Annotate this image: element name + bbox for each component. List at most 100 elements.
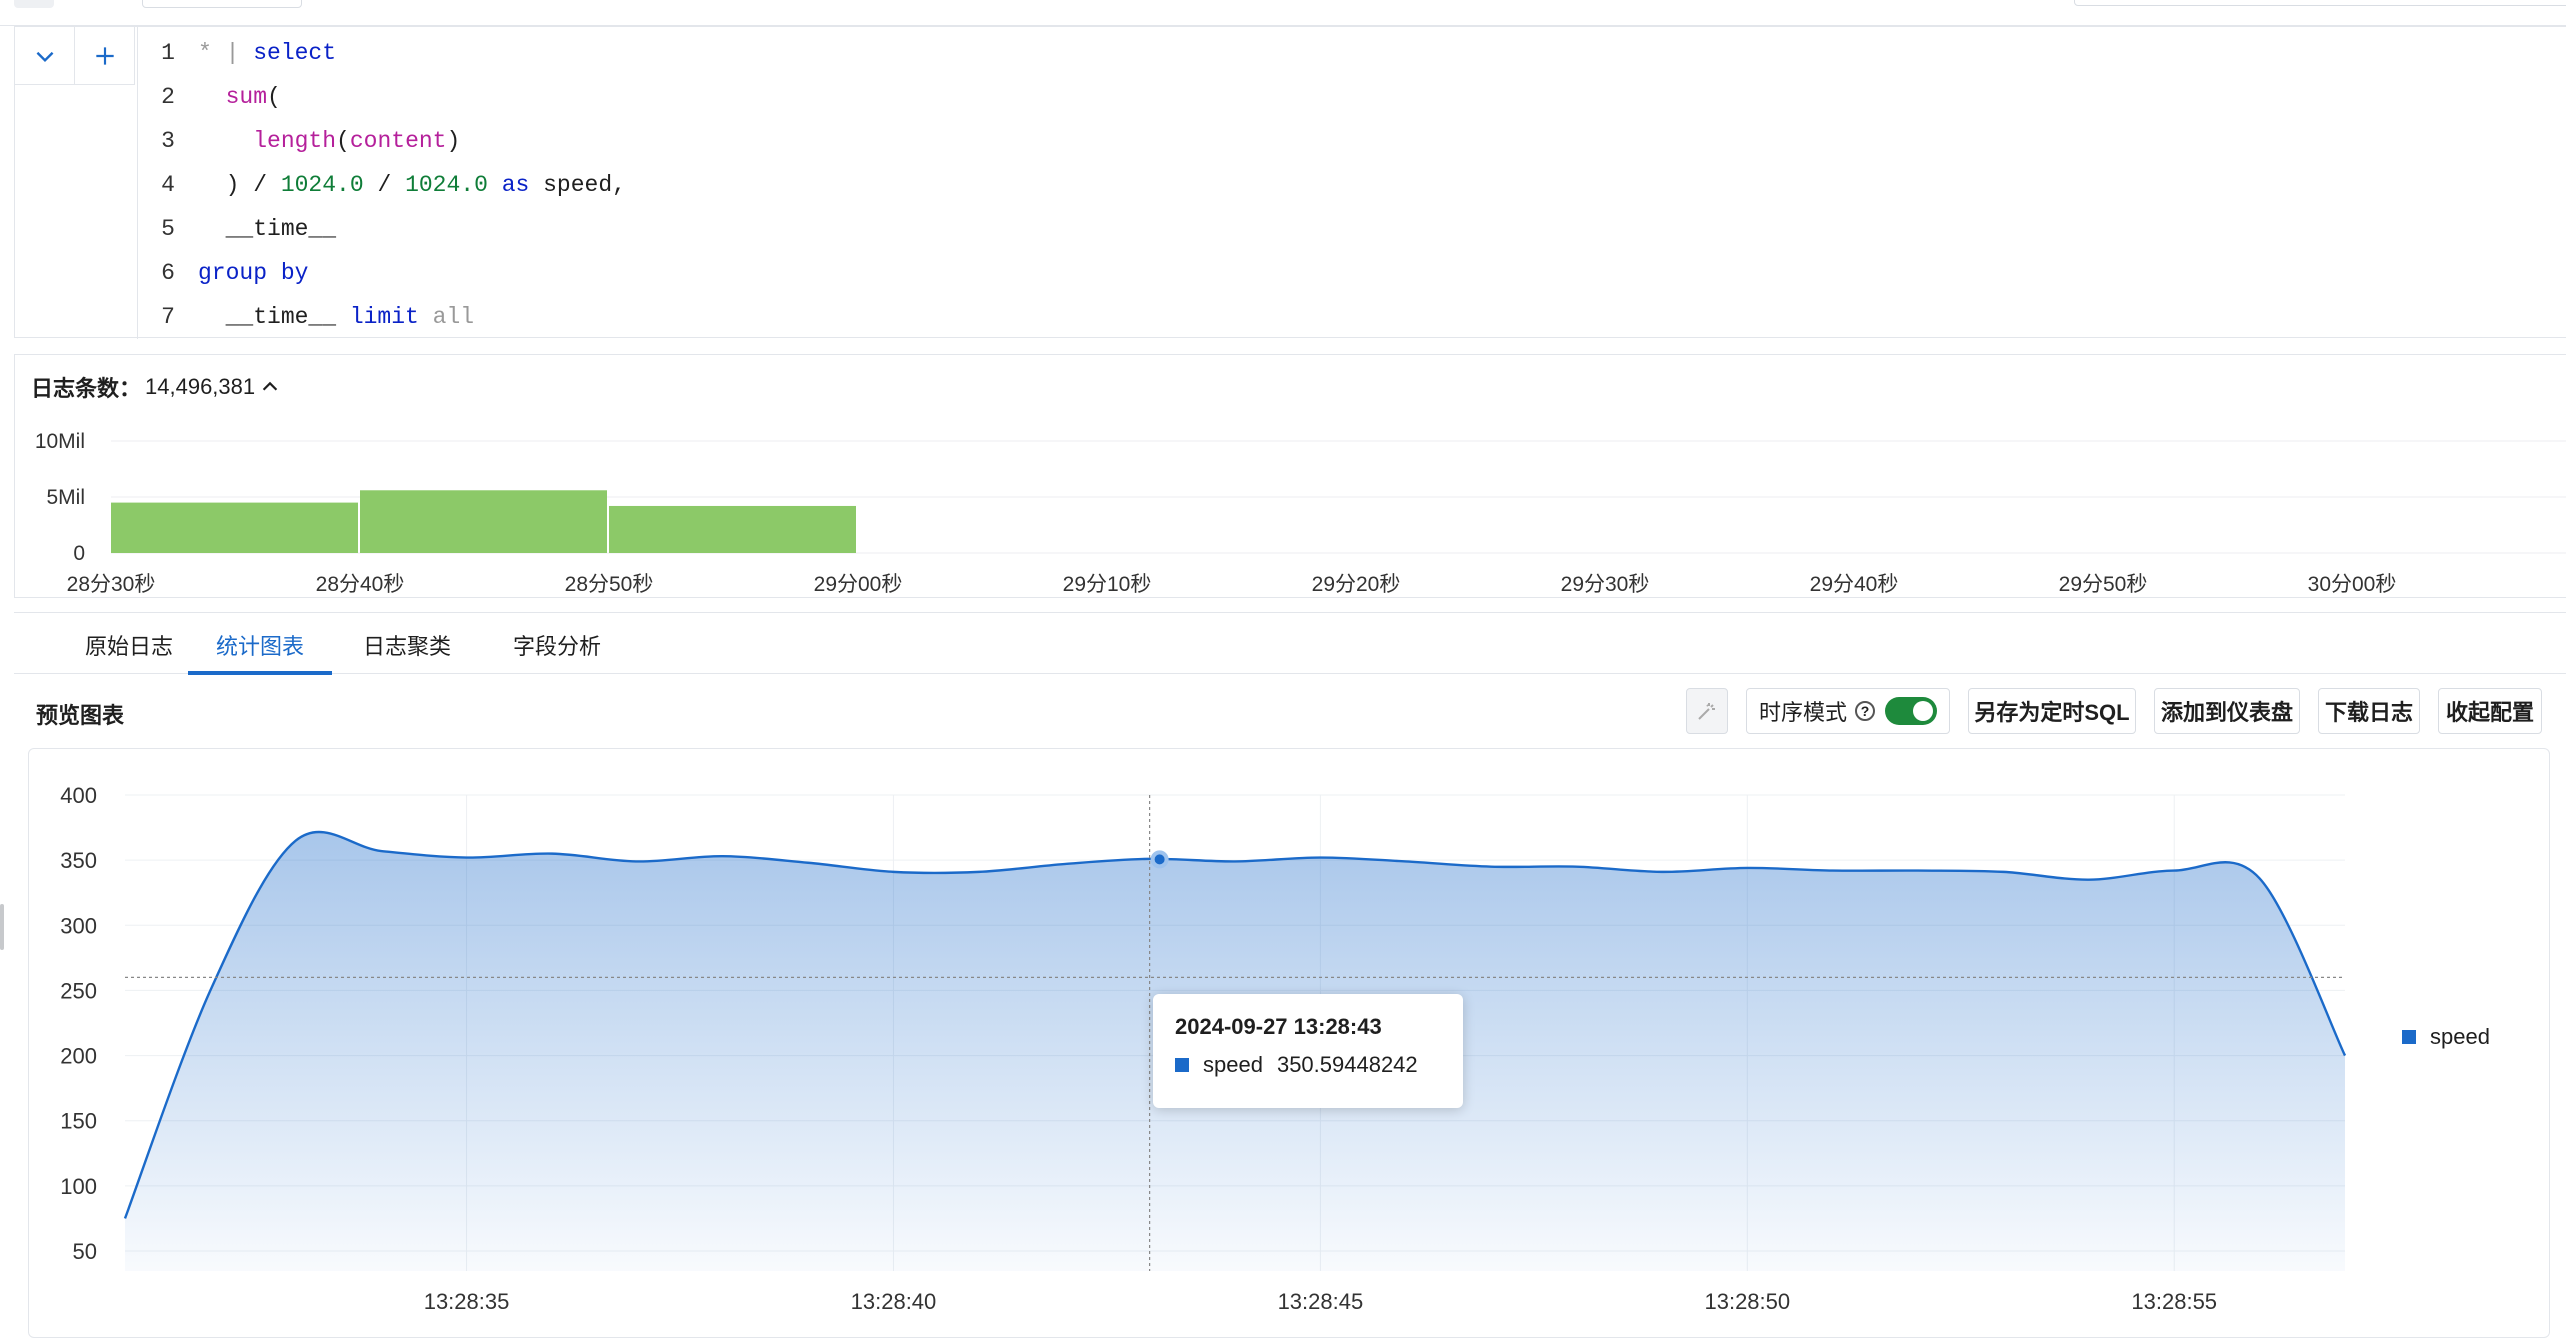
hover-point <box>1150 850 1169 869</box>
code-token: limit <box>349 304 419 330</box>
code-token: / <box>363 172 406 198</box>
histogram-y-tick: 5Mil <box>46 486 85 509</box>
tab-chart[interactable]: 统计图表 <box>188 613 332 675</box>
code-token: ) <box>446 128 461 154</box>
query-editor: 1 * | select 2 sum(3 length(content) 4 ) / … <box>14 26 2566 339</box>
tooltip-value: 350.59448242 <box>1276 1052 1418 1077</box>
histogram-y-tick: 0 <box>73 542 85 565</box>
y-axis-tick: 350 <box>60 848 97 873</box>
tooltip-time: 2024-09-27 13:28:43 <box>1175 1014 1382 1039</box>
code-token: 1024.0 <box>280 172 364 198</box>
histogram-x-tick: 30分00秒 <box>2308 573 2397 596</box>
code-token: __time__ <box>198 304 350 330</box>
series-color-swatch <box>1175 1058 1189 1072</box>
legend-label: speed <box>2430 1024 2490 1049</box>
tab-raw-logs[interactable]: 原始日志 <box>84 634 173 659</box>
add-to-dashboard-button[interactable]: 添加到仪表盘 <box>2154 688 2300 734</box>
log-histogram: 10Mil 5Mil 0 28分30秒 28分40秒 28分50秒 29分00秒 29分10秒… <box>14 354 2566 598</box>
line-number: 4 <box>161 172 175 198</box>
tab-log-clustering[interactable]: 日志聚类 <box>362 634 451 659</box>
result-tabs: 原始日志 统计图表 日志聚类 字段分析 <box>14 612 2566 675</box>
line-number: 6 <box>161 260 175 286</box>
histogram-x-tick: 29分50秒 <box>2059 573 2148 596</box>
chevron-up-icon[interactable] <box>259 376 281 398</box>
plus-icon <box>95 46 114 65</box>
code-line: 7 __time__ limit all <box>138 297 474 337</box>
sql-code-area[interactable]: 1 * | select 2 sum(3 length(content) 4 ) / … <box>137 27 2566 339</box>
code-token: length <box>253 128 337 154</box>
histogram-chart: 10Mil 5Mil 0 28分30秒 28分40秒 28分50秒 29分00秒 29分10秒… <box>35 430 2566 596</box>
chart-tooltip: 2024-09-27 13:28:43 speed 350.59448242 <box>1153 994 1463 1108</box>
code-token: select <box>253 40 337 66</box>
histogram-x-tick: 29分30秒 <box>1561 573 1650 596</box>
code-token: ( <box>336 128 350 154</box>
x-axis-tick: 13:28:40 <box>851 1289 937 1314</box>
time-series-mode-toggle[interactable]: 时序模式 ? <box>1746 688 1950 734</box>
top-chip[interactable] <box>14 0 54 8</box>
line-number: 3 <box>161 128 175 154</box>
preview-chart-title: 预览图表 <box>36 703 125 728</box>
code-token: speed, <box>543 172 626 198</box>
code-token: 1024.0 <box>405 172 488 198</box>
log-count-title[interactable]: 日志条数： 14,496,381 <box>31 371 281 403</box>
y-axis-tick: 50 <box>73 1239 97 1264</box>
code-line: 5 __time__ <box>138 209 336 249</box>
tooltip-series-name: speed <box>1203 1052 1263 1077</box>
top-toolbar <box>0 0 2566 26</box>
code-token: all <box>418 304 475 330</box>
code-token: * | <box>198 40 254 66</box>
chevron-down-icon <box>36 51 53 62</box>
code-token <box>198 84 226 110</box>
code-token: sum <box>225 84 268 110</box>
histogram-bar <box>609 505 856 553</box>
histogram-bar <box>111 502 358 553</box>
x-axis-tick: 13:28:45 <box>1278 1289 1364 1314</box>
x-axis-tick: 13:28:50 <box>1704 1289 1790 1314</box>
code-line: 4 ) / 1024.0 / 1024.0 as speed, <box>138 165 626 205</box>
y-axis-tick: 400 <box>60 783 97 808</box>
histogram-y-tick: 10Mil <box>35 430 85 453</box>
y-axis-tick: 300 <box>60 913 97 938</box>
code-token: ( <box>267 84 281 110</box>
code-line: 2 sum( <box>138 77 281 117</box>
y-axis-tick: 100 <box>60 1174 97 1199</box>
tab-field-analysis[interactable]: 字段分析 <box>512 634 601 659</box>
line-number: 1 <box>161 40 175 66</box>
histogram-x-tick: 28分30秒 <box>67 573 156 596</box>
help-icon[interactable]: ? <box>1855 701 1875 721</box>
line-number: 7 <box>161 304 175 330</box>
toggle-switch[interactable] <box>1885 697 1937 725</box>
time-series-mode-label: 时序模式 <box>1758 700 1847 725</box>
download-logs-button[interactable]: 下载日志 <box>2318 688 2420 734</box>
editor-controls <box>15 27 135 85</box>
x-axis-tick: 13:28:35 <box>424 1289 510 1314</box>
resize-handle[interactable] <box>0 904 4 950</box>
y-axis-tick: 200 <box>60 1044 97 1069</box>
code-line: 1 * | select <box>138 33 336 73</box>
top-selector[interactable] <box>142 0 302 8</box>
histogram-x-tick: 28分50秒 <box>565 573 654 596</box>
histogram-bar <box>360 490 607 553</box>
chart-tool-button[interactable] <box>1686 688 1728 734</box>
top-search-box[interactable] <box>2074 0 2566 6</box>
code-token: content <box>349 128 447 154</box>
magic-wand-icon <box>1698 703 1715 720</box>
code-token: group by <box>198 260 309 286</box>
code-token: ) / <box>198 172 281 198</box>
collapse-config-button[interactable]: 收起配置 <box>2438 688 2542 734</box>
legend-swatch <box>2402 1030 2416 1044</box>
line-number: 2 <box>161 84 175 110</box>
histogram-x-tick: 28分40秒 <box>316 573 405 596</box>
collapse-button[interactable] <box>15 27 75 85</box>
line-number: 5 <box>161 216 175 242</box>
add-query-button[interactable] <box>75 27 135 85</box>
code-line: 6 group by <box>138 253 308 293</box>
histogram-x-tick: 29分20秒 <box>1312 573 1401 596</box>
code-token <box>198 128 253 154</box>
save-as-scheduled-sql-button[interactable]: 另存为定时SQL <box>1968 688 2136 734</box>
histogram-x-tick: 29分40秒 <box>1810 573 1899 596</box>
chart-legend-item[interactable]: speed <box>2402 1024 2490 1050</box>
histogram-x-tick: 29分10秒 <box>1063 573 1152 596</box>
series-line <box>123 830 2347 1219</box>
log-count-label: 日志条数： <box>31 376 142 401</box>
